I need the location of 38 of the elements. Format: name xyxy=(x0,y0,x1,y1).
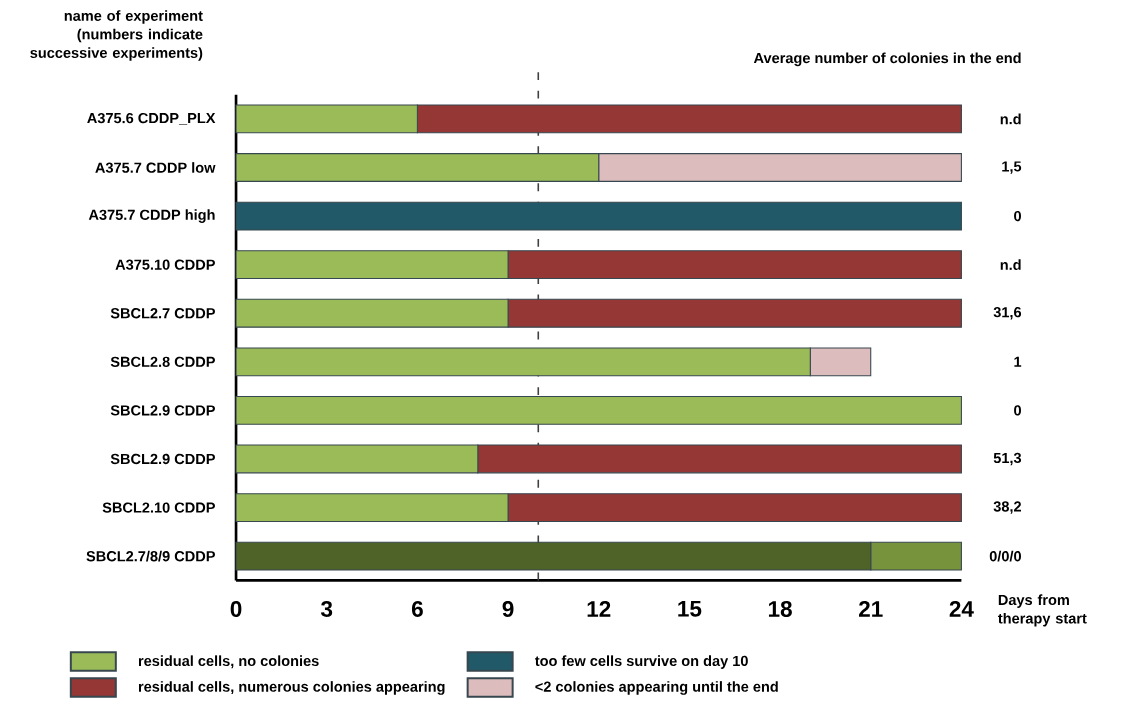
text: 31,6 xyxy=(993,306,1022,320)
text: 0 xyxy=(1014,210,1021,221)
text: Average number of colonies in the end xyxy=(753,52,1021,66)
x-tick-label: 0 xyxy=(230,600,242,617)
y-tick-label: A375.7 CDDP low xyxy=(95,161,216,173)
y-tick-label: A375.10 CDDP xyxy=(115,259,215,270)
text: 0 xyxy=(1014,405,1021,416)
y-tick-label: SBCL2.8 CDDP xyxy=(110,356,215,367)
x-axis-title: Days from therapy start xyxy=(998,594,1087,627)
x-tick-label: 21 xyxy=(859,600,883,617)
text: 1 xyxy=(1014,356,1022,367)
legend-label: <2 colonies appearing until the end xyxy=(535,680,778,695)
x-tick-label: 15 xyxy=(678,600,702,617)
y-tick-label: SBCL2.9 CDDP xyxy=(110,405,215,416)
y-tick-label: SBCL2.7 CDDP xyxy=(110,307,215,319)
text: 0/0/0 xyxy=(989,550,1021,562)
x-tick-label: 9 xyxy=(502,600,514,617)
text: n.d xyxy=(1000,113,1021,125)
text: 1,5 xyxy=(1002,161,1022,174)
x-tick-label: 3 xyxy=(320,600,333,617)
bar xyxy=(235,395,962,425)
text: 51,3 xyxy=(993,452,1022,465)
x-tick-label: 6 xyxy=(411,600,423,617)
legend-label: too few cells survive on day 10 xyxy=(535,655,748,669)
y-tick-label: SBCL2.9 CDDP xyxy=(110,453,215,464)
x-tick-label: 12 xyxy=(587,600,611,617)
legend-label: residual cells, no colonies xyxy=(138,655,319,668)
text: 38,2 xyxy=(993,501,1021,514)
y-tick-label: A375.7 CDDP high xyxy=(88,209,215,223)
y-tick-label: SBCL2.10 CDDP xyxy=(102,502,215,513)
y-axis-title: name of experiment (numbers indicate successive experiments) xyxy=(30,9,203,61)
y-tick-label: SBCL2.7/8/9 CDDP xyxy=(86,550,215,562)
text: n.d xyxy=(1000,259,1021,270)
x-tick-label: 24 xyxy=(949,600,974,617)
y-tick-label: A375.6 CDDP_PLX xyxy=(87,112,216,125)
x-tick-label: 18 xyxy=(768,600,792,617)
bar xyxy=(235,201,962,231)
legend-label: residual cells, numerous colonies appearing xyxy=(138,680,445,695)
